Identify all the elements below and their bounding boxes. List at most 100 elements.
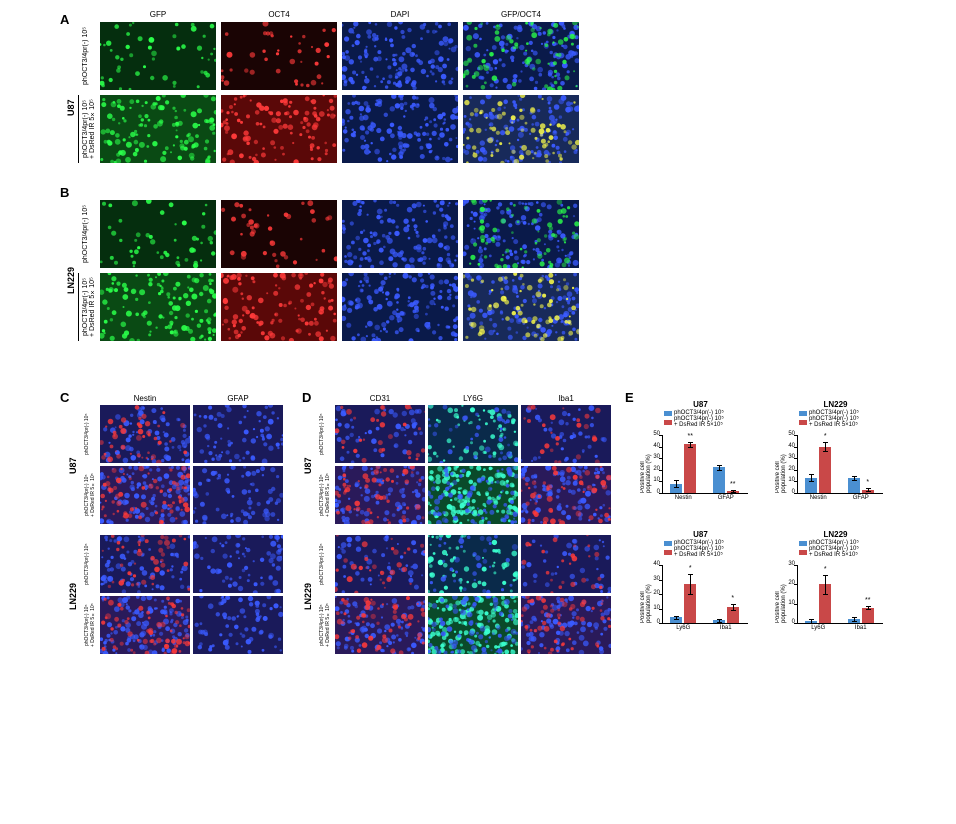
cell-line-label: LN229 xyxy=(68,550,78,642)
micrograph xyxy=(100,466,190,524)
legend-swatch xyxy=(664,550,672,555)
micrograph xyxy=(221,200,337,268)
micrograph xyxy=(100,405,190,463)
cell-line-label: LN229 xyxy=(303,550,313,642)
xtick: Nestin xyxy=(797,495,840,501)
micrograph xyxy=(100,200,216,268)
micrograph xyxy=(221,273,337,341)
micrograph xyxy=(428,405,518,463)
significance-marker: * xyxy=(862,479,874,486)
xtick: Iba1 xyxy=(840,625,883,631)
micrograph xyxy=(463,22,579,90)
row-label: phOCT3/4pr(-) 10⁵ + DsRed IR 5×10⁵ xyxy=(82,95,96,163)
chart-legend: phOCT3/4pr(-) 10⁵phOCT3/4pr(-) 10⁵ + DsR… xyxy=(664,410,749,428)
row-label: phOCT3/4pr(-) 10⁵ + DsRed IR 5×10⁵ xyxy=(319,596,331,654)
error-bar xyxy=(676,480,677,487)
significance-marker: ** xyxy=(862,597,874,604)
legend-swatch xyxy=(664,411,672,416)
legend-label: phOCT3/4pr(-) 10⁵ + DsRed IR 5×10⁵ xyxy=(674,546,724,558)
significance-marker: * xyxy=(819,566,831,573)
micrograph xyxy=(100,273,216,341)
row-label: phOCT3/4pr(-) 10⁵ xyxy=(319,405,325,463)
ylabel: Positive cell population (%) xyxy=(640,435,652,493)
chart-title: LN229 xyxy=(793,530,878,539)
error-bar xyxy=(690,574,691,594)
xtick: Iba1 xyxy=(705,625,748,631)
ylabel: Positive cell population (%) xyxy=(775,565,787,623)
micrograph xyxy=(335,466,425,524)
chart-legend: phOCT3/4pr(-) 10⁵phOCT3/4pr(-) 10⁵ + DsR… xyxy=(799,540,884,558)
chart-legend: phOCT3/4pr(-) 10⁵phOCT3/4pr(-) 10⁵ + DsR… xyxy=(799,410,884,428)
panel-label-a: A xyxy=(60,12,69,27)
significance-marker: ** xyxy=(684,433,696,440)
micrograph xyxy=(463,273,579,341)
significance-marker: * xyxy=(684,565,696,572)
cell-line-label: U87 xyxy=(68,420,78,512)
legend-swatch xyxy=(664,541,672,546)
micrograph xyxy=(100,95,216,163)
error-bar xyxy=(825,442,826,451)
error-bar xyxy=(811,474,812,481)
micrograph xyxy=(428,596,518,654)
micrograph xyxy=(193,596,283,654)
ylabel: Positive cell population (%) xyxy=(640,565,652,623)
micrograph xyxy=(193,535,283,593)
micrograph xyxy=(521,405,611,463)
legend-swatch xyxy=(664,420,672,425)
micrograph xyxy=(463,200,579,268)
micrograph xyxy=(100,535,190,593)
micrograph xyxy=(100,22,216,90)
panel-label-c: C xyxy=(60,390,69,405)
row-label: phOCT3/4pr(-) 10⁵ xyxy=(84,535,90,593)
micrograph xyxy=(342,22,458,90)
micrograph xyxy=(428,466,518,524)
col-header: OCT4 xyxy=(221,10,337,19)
micrograph xyxy=(463,95,579,163)
chart-title: LN229 xyxy=(793,400,878,409)
cell-line-label: U87 xyxy=(303,420,313,512)
row-label: phOCT3/4pr(-) 10⁵ + DsRed IR 5×10⁵ xyxy=(84,466,96,524)
col-header: LY6G xyxy=(428,394,518,403)
col-header: GFP/OCT4 xyxy=(463,10,579,19)
xtick: GFAP xyxy=(840,495,883,501)
panel-label-d: D xyxy=(302,390,311,405)
row-label: phOCT3/4pr(-) 10⁵ xyxy=(82,200,89,268)
row-label: phOCT3/4pr(-) 10⁵ + DsRed IR 5×10⁵ xyxy=(319,466,331,524)
significance-marker: ** xyxy=(727,481,739,488)
xtick: Ly6G xyxy=(797,625,840,631)
row-label: phOCT3/4pr(-) 10⁵ xyxy=(82,22,89,90)
significance-marker: * xyxy=(727,595,739,602)
panel-label-b: B xyxy=(60,185,69,200)
bar xyxy=(819,447,831,493)
micrograph xyxy=(221,22,337,90)
bar xyxy=(713,467,725,493)
xtick: Nestin xyxy=(662,495,705,501)
micrograph xyxy=(521,535,611,593)
col-header: Iba1 xyxy=(521,394,611,403)
error-bar xyxy=(825,575,826,594)
xtick: GFAP xyxy=(705,495,748,501)
col-header: CD31 xyxy=(335,394,425,403)
legend-swatch xyxy=(799,411,807,416)
legend-swatch xyxy=(799,420,807,425)
micrograph xyxy=(221,95,337,163)
bar xyxy=(684,444,696,493)
micrograph xyxy=(193,405,283,463)
panelB-cell-label: LN229 xyxy=(66,240,76,320)
panelA-cell-label: U87 xyxy=(66,68,76,148)
row-label: phOCT3/4pr(-) 10⁵ xyxy=(319,535,325,593)
xtick: Ly6G xyxy=(662,625,705,631)
col-header: Nestin xyxy=(100,394,190,403)
ylabel: Positive cell population (%) xyxy=(775,435,787,493)
col-header: GFP xyxy=(100,10,216,19)
chart-title: U87 xyxy=(658,400,743,409)
row-underline xyxy=(78,273,79,341)
micrograph xyxy=(342,200,458,268)
chart-legend: phOCT3/4pr(-) 10⁵phOCT3/4pr(-) 10⁵ + DsR… xyxy=(664,540,749,558)
micrograph xyxy=(335,596,425,654)
legend-swatch xyxy=(799,541,807,546)
micrograph xyxy=(521,596,611,654)
micrograph xyxy=(342,273,458,341)
micrograph xyxy=(428,535,518,593)
significance-marker: * xyxy=(819,433,831,440)
